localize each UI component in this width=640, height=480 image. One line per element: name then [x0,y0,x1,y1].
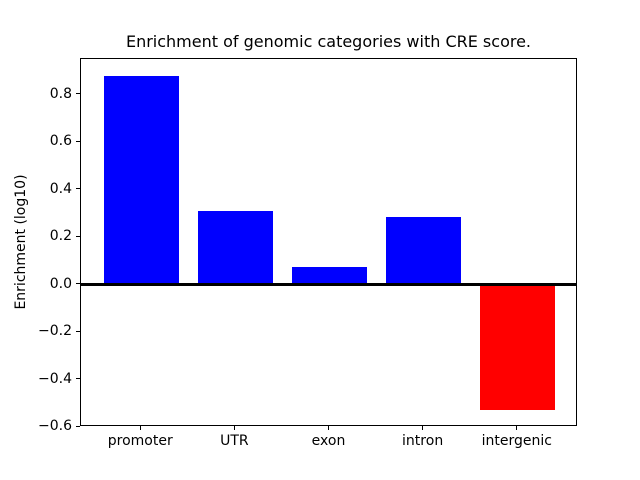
x-tick-label-intergenic: intergenic [481,433,552,449]
x-tick-mark [422,426,424,430]
y-tick-mark [76,283,80,285]
y-tick-mark [76,378,80,380]
zero-baseline [81,283,576,287]
x-tick-mark [233,426,235,430]
x-tick-mark [328,426,329,430]
y-tick-mark [76,330,80,332]
y-tick-mark [76,235,80,237]
bar-promoter [103,75,179,285]
x-tick-label-promoter: promoter [107,433,173,449]
y-tick-label: −0.4 [38,370,72,387]
y-tick-label: 0.0 [49,275,72,292]
x-tick-mark [139,426,141,430]
y-tick-mark [76,93,80,95]
y-tick-label: 0.4 [49,180,72,197]
y-tick-label: 0.2 [49,228,72,245]
x-tick-mark [516,426,518,430]
x-tick-label-exon: exon [311,433,346,449]
x-tick-label-UTR: UTR [220,433,249,449]
y-tick-mark [76,140,80,142]
bar-UTR [197,210,274,285]
plot-area [80,58,577,426]
y-tick-label: −0.2 [38,323,72,340]
x-tick-label-intron: intron [402,433,444,449]
bar-intergenic [480,284,556,411]
bar-intron [385,216,462,285]
y-tick-label: 0.6 [49,133,72,150]
y-tick-mark [76,188,80,190]
bar-exon [291,266,368,285]
y-tick-label: −0.6 [38,418,72,434]
y-tick-mark [76,425,80,427]
chart-title: Enrichment of genomic categories with CR… [125,32,532,51]
y-tick-label: 0.8 [49,85,72,102]
